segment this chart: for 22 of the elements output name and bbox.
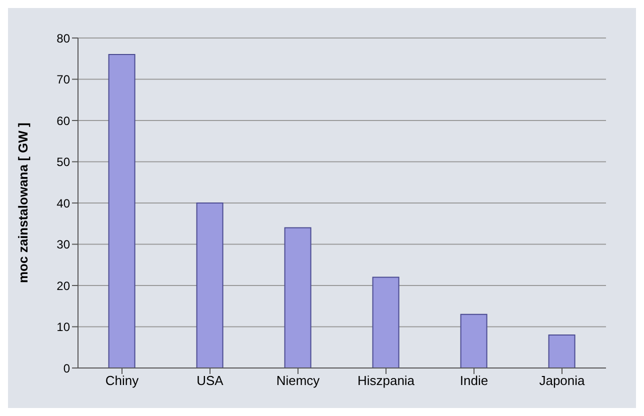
y-tick-label: 30: [56, 238, 70, 252]
bar: [372, 276, 400, 368]
bar: [284, 227, 312, 368]
x-tick-label: Niemcy: [276, 373, 320, 388]
y-tick-label: 80: [56, 31, 70, 46]
y-tick-label: 40: [56, 196, 70, 210]
x-tick-label: Chiny: [105, 373, 140, 388]
y-tick-label: 10: [56, 320, 70, 334]
y-tick-label: 0: [63, 361, 70, 376]
bar: [548, 334, 576, 368]
bar: [196, 202, 224, 368]
bar: [460, 314, 488, 368]
y-tick-label: 20: [56, 278, 70, 293]
y-tick-label: 60: [56, 114, 70, 128]
y-tick-label: 50: [56, 155, 70, 170]
x-tick-label: Indie: [460, 373, 488, 388]
x-tick-label: Hiszpania: [357, 373, 416, 388]
x-tick-label: USA: [196, 373, 224, 388]
bar: [108, 54, 136, 368]
y-axis-title: moc zainstalowana [ GW ]: [16, 122, 31, 283]
x-tick-label: Japonia: [539, 373, 586, 388]
y-tick-label: 70: [56, 72, 70, 87]
